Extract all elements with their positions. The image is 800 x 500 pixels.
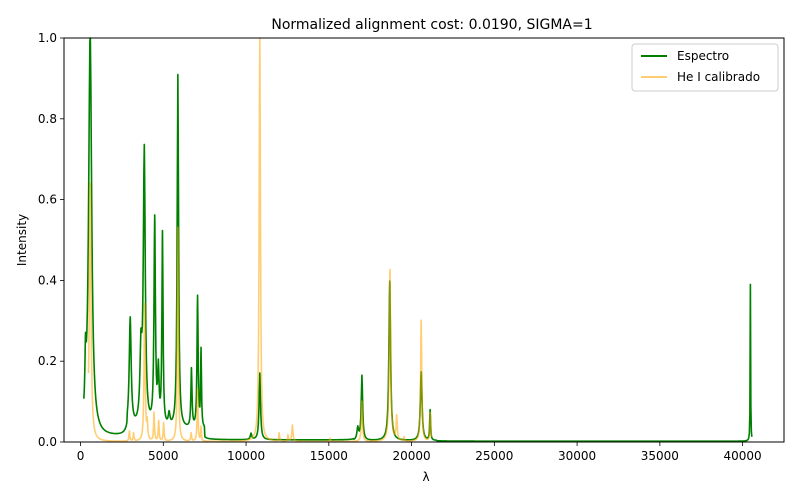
y-axis-label: Intensity xyxy=(15,214,29,266)
x-tick-label: 0 xyxy=(77,449,85,463)
y-tick-label: 0.4 xyxy=(38,273,57,287)
legend-label-espectro: Espectro xyxy=(677,49,729,63)
x-tick-label: 30000 xyxy=(558,449,596,463)
chart-title: Normalized alignment cost: 0.0190, SIGMA… xyxy=(271,17,592,33)
series-layer xyxy=(83,37,753,443)
x-tick-label: 35000 xyxy=(641,449,679,463)
x-tick-label: 20000 xyxy=(392,449,430,463)
y-tick-label: 0.2 xyxy=(38,354,57,368)
x-tick-label: 25000 xyxy=(475,449,513,463)
y-tick-label: 0.8 xyxy=(38,112,57,126)
legend-box xyxy=(631,43,779,92)
x-tick-label: 10000 xyxy=(227,449,265,463)
series-line-he-i-calibrado xyxy=(87,37,433,443)
x-tick-label: 40000 xyxy=(724,449,762,463)
legend: Espectro He I calibrado xyxy=(631,43,779,92)
y-tick-label: 0.6 xyxy=(38,193,57,207)
x-tick-label: 5000 xyxy=(148,449,179,463)
legend-label-he-i-calibrado: He I calibrado xyxy=(677,70,760,84)
plot-frame xyxy=(63,37,785,443)
series-line-espectro xyxy=(83,37,753,442)
y-tick-label: 0.0 xyxy=(38,435,57,449)
x-tick-label: 15000 xyxy=(310,449,348,463)
y-axis: 0.0 0.2 0.4 0.6 0.8 1.0 xyxy=(38,31,64,449)
x-axis-label: λ xyxy=(422,470,429,484)
x-axis: 0 5000 10000 15000 20000 25000 30000 35000 40000 xyxy=(77,442,762,463)
y-tick-label: 1.0 xyxy=(38,31,57,45)
